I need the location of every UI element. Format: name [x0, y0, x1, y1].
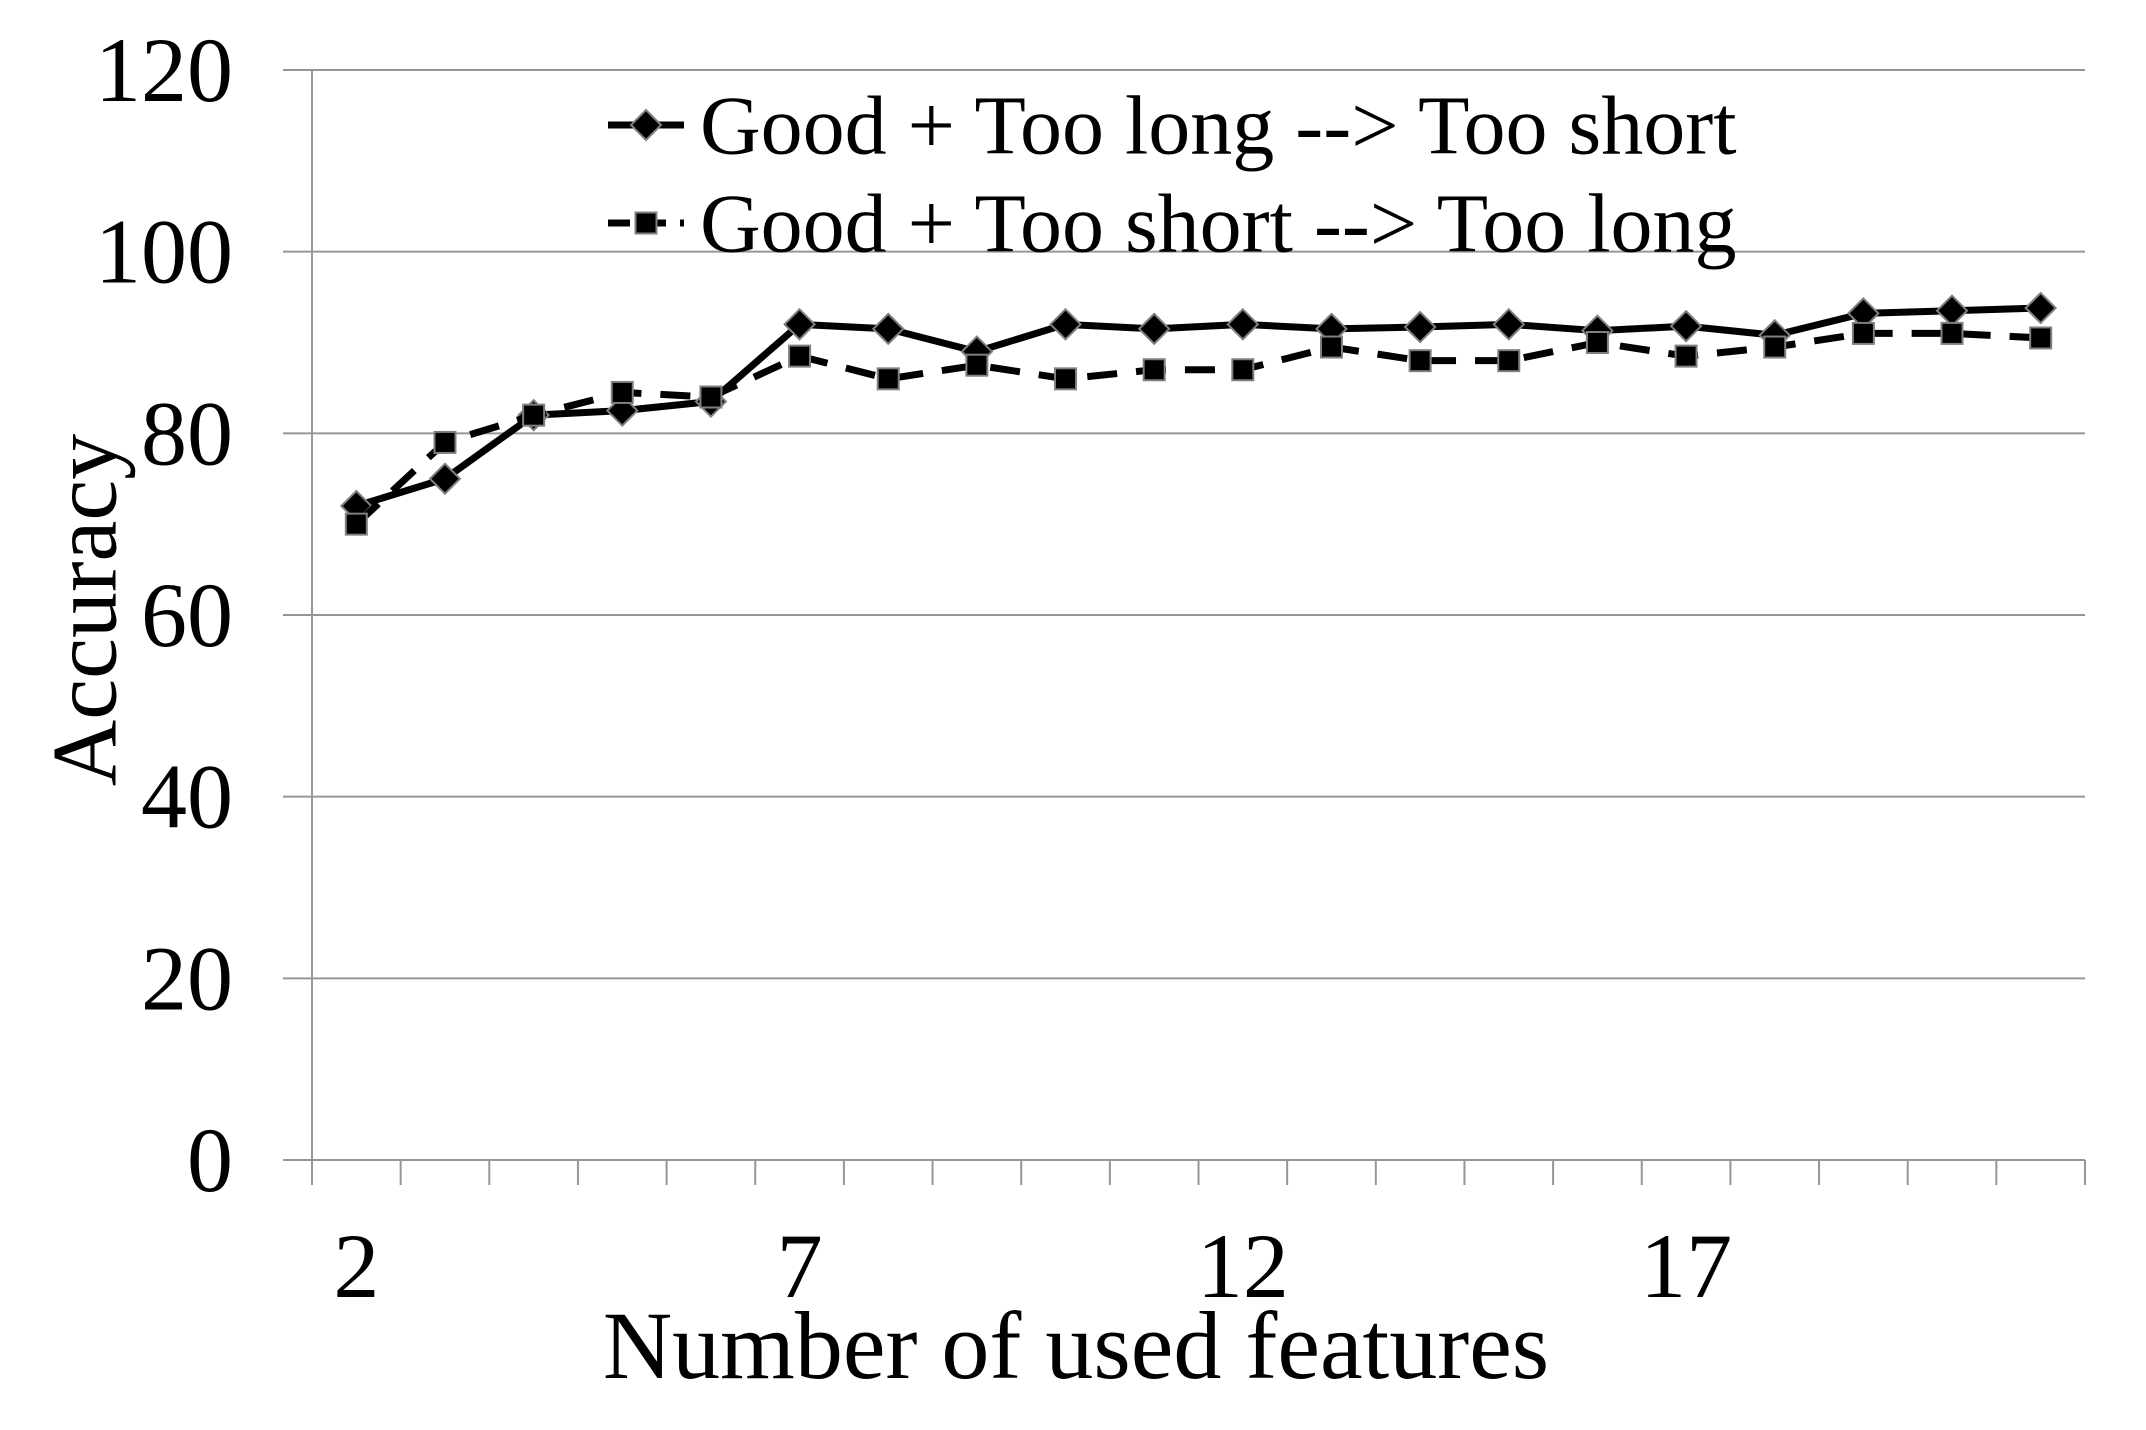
legend-label-good-too-short: Good + Too short --> Too long: [700, 178, 1737, 271]
x-tick-label: 7: [777, 1215, 823, 1317]
data-point-square: [1231, 358, 1255, 382]
data-point-square: [1319, 335, 1343, 359]
data-point-square: [1054, 367, 1078, 391]
y-tick-label: 0: [187, 1109, 233, 1211]
data-point-diamond: [1226, 307, 1260, 341]
data-point-diamond: [1492, 307, 1526, 341]
data-point-diamond: [428, 462, 462, 496]
data-point-square: [610, 380, 634, 404]
y-tick-label: 20: [141, 927, 233, 1029]
data-point-diamond: [783, 307, 816, 341]
data-point-square: [1851, 321, 1875, 345]
chart-generated-layer: 0 20 40 60 80 100 120 2 7 12 17: [95, 19, 2086, 1317]
legend-key-square: [634, 211, 658, 235]
data-point-diamond: [1049, 307, 1082, 341]
data-point-square: [1674, 344, 1698, 368]
data-point-square: [699, 385, 723, 409]
data-point-diamond: [1403, 310, 1437, 344]
data-point-square: [522, 403, 546, 427]
data-point-diamond: [1935, 294, 1969, 328]
data-point-square: [1408, 349, 1432, 373]
y-tick-label: 120: [95, 19, 233, 121]
data-point-square: [1763, 335, 1787, 359]
data-point-square: [965, 353, 989, 377]
data-point-square: [433, 430, 457, 454]
data-point-diamond: [1137, 312, 1171, 346]
series-line-square: [353, 329, 2041, 527]
data-point-square: [1142, 358, 1166, 382]
data-point-square: [2029, 326, 2053, 350]
data-point-square: [788, 344, 812, 368]
x-tick-label: 12: [1197, 1215, 1289, 1317]
y-tick-label: 60: [141, 564, 233, 666]
data-point-diamond: [2024, 291, 2058, 325]
data-point-square: [876, 367, 900, 391]
data-point-square: [1497, 349, 1521, 373]
y-tick-label: 40: [141, 746, 233, 848]
y-tick-label: 100: [95, 201, 233, 303]
legend-key-diamond: [629, 108, 663, 142]
x-tick-label: 2: [333, 1215, 379, 1317]
data-point-square: [344, 512, 368, 536]
y-axis-title: Accuracy: [33, 434, 135, 786]
legend-label-good-too-long: Good + Too long --> Too short: [700, 80, 1737, 173]
data-point-diamond: [1669, 309, 1703, 343]
x-axis-title: Number of used features: [603, 1292, 1549, 1399]
x-tick-label: 17: [1640, 1215, 1732, 1317]
y-tick-label: 80: [141, 382, 233, 484]
data-point-square: [1585, 331, 1609, 354]
data-point-diamond: [871, 312, 905, 346]
data-point-square: [1940, 321, 1964, 345]
